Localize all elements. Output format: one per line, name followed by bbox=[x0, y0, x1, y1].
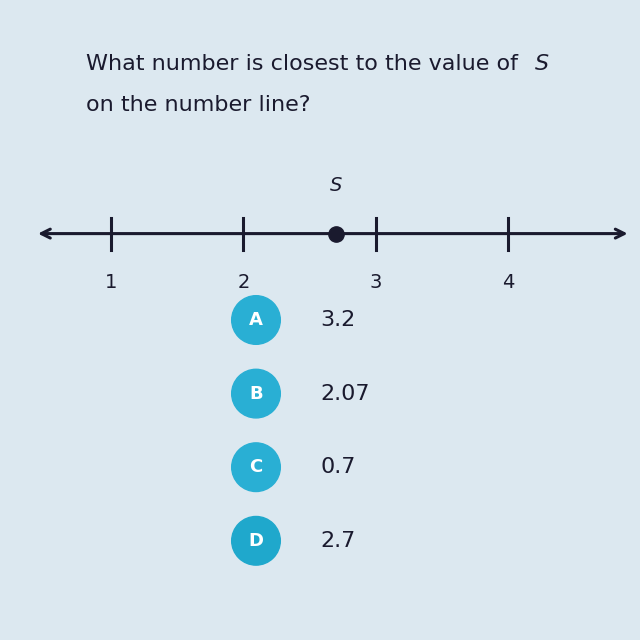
Text: C: C bbox=[250, 458, 262, 476]
Text: 2.7: 2.7 bbox=[320, 531, 355, 551]
Text: 3.2: 3.2 bbox=[320, 310, 355, 330]
Text: B: B bbox=[249, 385, 263, 403]
Circle shape bbox=[232, 516, 280, 565]
Text: 2: 2 bbox=[237, 273, 250, 292]
Text: S: S bbox=[330, 176, 342, 195]
Text: 2.07: 2.07 bbox=[320, 383, 369, 404]
Text: D: D bbox=[248, 532, 264, 550]
Text: 1: 1 bbox=[105, 273, 117, 292]
Text: 0.7: 0.7 bbox=[320, 457, 355, 477]
Circle shape bbox=[232, 296, 280, 344]
Text: 4: 4 bbox=[502, 273, 515, 292]
Text: S: S bbox=[534, 54, 548, 74]
Text: 3: 3 bbox=[370, 273, 382, 292]
Circle shape bbox=[232, 443, 280, 492]
Text: A: A bbox=[249, 311, 263, 329]
Text: What number is closest to the value of: What number is closest to the value of bbox=[86, 54, 525, 74]
Text: on the number line?: on the number line? bbox=[86, 95, 311, 115]
Circle shape bbox=[232, 369, 280, 418]
